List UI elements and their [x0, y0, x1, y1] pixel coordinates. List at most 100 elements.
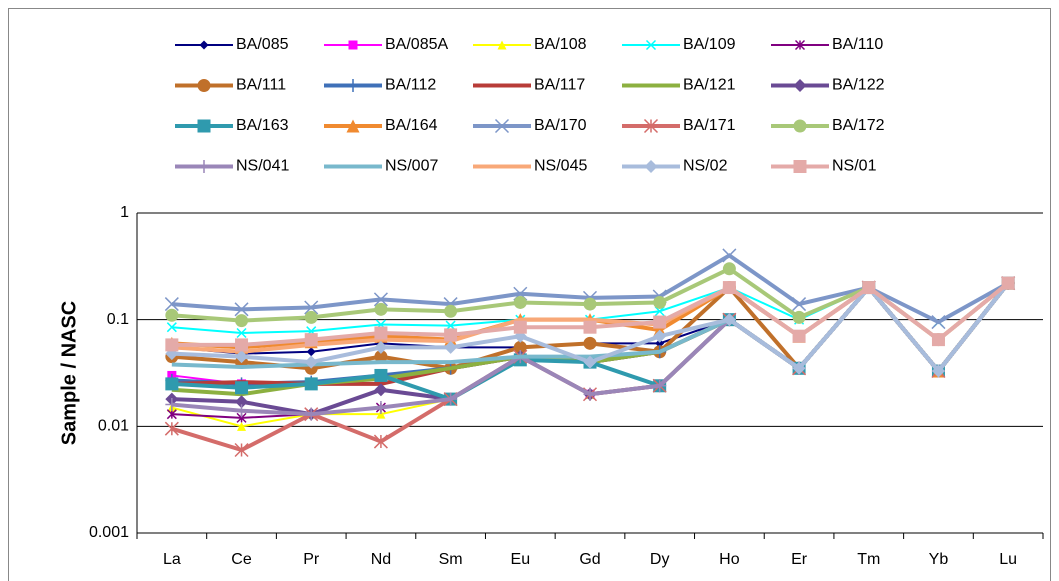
marker [444, 392, 458, 406]
marker [792, 361, 806, 375]
marker [444, 304, 458, 318]
marker [722, 281, 736, 295]
marker [374, 340, 388, 354]
marker [348, 40, 358, 50]
marker [654, 306, 665, 317]
marker [444, 328, 458, 342]
marker [513, 295, 527, 309]
marker [376, 409, 386, 419]
marker [374, 350, 388, 364]
x-tick-label: Gd [579, 551, 600, 568]
marker [1001, 276, 1015, 290]
marker [653, 379, 667, 393]
marker [235, 395, 249, 409]
marker [237, 421, 247, 431]
marker [794, 39, 806, 51]
marker [164, 421, 179, 436]
marker [373, 292, 388, 307]
legend-label: NS/007 [385, 158, 438, 175]
marker [235, 350, 249, 364]
marker [792, 329, 806, 343]
marker [164, 297, 179, 312]
x-tick-label: Pr [303, 551, 320, 568]
marker [497, 40, 507, 50]
marker [374, 401, 388, 415]
x-tick-label: Ce [231, 551, 252, 568]
marker [583, 355, 597, 369]
x-tick-label: Dy [650, 551, 670, 568]
y-axis-label: Sample / NASC [58, 301, 80, 445]
marker [722, 248, 737, 263]
marker [583, 320, 597, 334]
marker [653, 329, 667, 343]
legend-label: NS/02 [683, 158, 728, 175]
marker [166, 409, 177, 420]
marker [644, 160, 658, 173]
marker [165, 377, 179, 391]
marker [931, 364, 945, 378]
marker [346, 119, 360, 133]
marker [862, 281, 876, 295]
marker [165, 308, 179, 322]
legend-label: NS/01 [832, 158, 877, 175]
marker [793, 160, 807, 173]
y-tick-label: 0.001 [89, 524, 129, 541]
y-tick-label: 1 [120, 204, 129, 221]
marker [645, 39, 657, 51]
legend-label: NS/041 [236, 158, 289, 175]
marker [792, 297, 807, 312]
marker [374, 326, 388, 340]
legend-label: BA/122 [832, 77, 885, 94]
marker [235, 381, 249, 395]
marker [304, 300, 319, 315]
marker [199, 40, 209, 50]
marker [234, 302, 249, 317]
marker [165, 338, 179, 352]
x-tick-label: La [163, 551, 181, 568]
marker [583, 387, 597, 401]
marker [513, 320, 527, 334]
y-tick-label: 0.01 [98, 418, 129, 435]
marker [374, 383, 388, 397]
marker [235, 404, 249, 418]
marker [304, 333, 318, 347]
x-tick-label: Ho [719, 551, 740, 568]
legend-label: BA/121 [683, 77, 736, 94]
marker [793, 79, 807, 92]
series [165, 276, 1015, 352]
marker [235, 314, 249, 328]
legend-label: BA/163 [236, 117, 289, 134]
x-tick-label: Er [791, 551, 808, 568]
marker [235, 338, 249, 352]
marker [643, 118, 659, 134]
marker [197, 119, 211, 133]
marker [166, 322, 177, 333]
legend-label: BA/110 [832, 36, 883, 53]
marker [165, 398, 179, 412]
marker [793, 119, 807, 133]
marker [931, 315, 946, 330]
marker [197, 160, 211, 173]
legend-label: BA/085 [236, 36, 289, 53]
marker [373, 434, 388, 449]
marker [653, 295, 667, 309]
marker [655, 338, 665, 348]
marker [346, 79, 360, 92]
marker [374, 302, 388, 316]
marker [197, 79, 211, 92]
legend-label: BA/085A [385, 36, 448, 53]
marker [304, 310, 318, 324]
marker [494, 118, 510, 134]
marker [236, 327, 247, 339]
x-tick-label: Eu [511, 551, 531, 568]
x-tick-label: Nd [371, 551, 391, 568]
marker [306, 347, 316, 357]
marker [444, 340, 458, 354]
legend-label: BA/170 [534, 117, 587, 134]
legend-label: BA/109 [683, 36, 736, 53]
x-tick-label: Yb [929, 551, 949, 568]
x-tick-label: Lu [999, 551, 1017, 568]
marker [304, 377, 318, 391]
marker [583, 297, 597, 311]
